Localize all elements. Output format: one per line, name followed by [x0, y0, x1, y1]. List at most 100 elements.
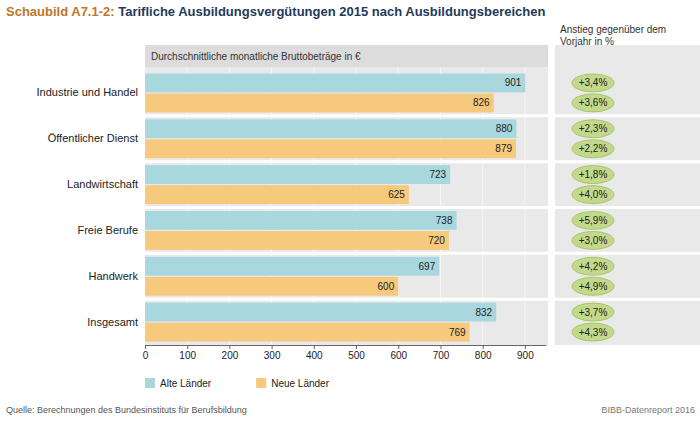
- data-label: 826: [473, 97, 490, 108]
- change-badge: [572, 231, 614, 249]
- data-label: 720: [428, 235, 445, 246]
- group-separator: [145, 298, 548, 301]
- data-label: 832: [476, 307, 493, 318]
- category-tick: Handwerk: [88, 270, 145, 282]
- change-label: +3,0%: [579, 235, 608, 246]
- x-axis: 0100200300400500600700800900: [143, 345, 547, 361]
- bar: [145, 165, 450, 184]
- change-label: +4,0%: [579, 189, 608, 200]
- plot-background: [145, 45, 548, 345]
- change-label: +3,7%: [579, 307, 608, 318]
- data-label: 600: [378, 281, 395, 292]
- legend-swatch: [256, 378, 266, 388]
- source: Quelle: Berechnungen des Bundesinstituts…: [6, 405, 247, 415]
- tick-mark: [314, 345, 315, 349]
- change-badge: [572, 323, 614, 341]
- change-badge: [572, 166, 614, 184]
- x-tick: 300: [264, 345, 281, 361]
- tick-mark: [398, 345, 399, 349]
- bar: [145, 257, 439, 276]
- data-label: 880: [496, 123, 513, 134]
- legend-swatch: [145, 378, 155, 388]
- tick-label: 800: [475, 350, 492, 361]
- data-labels: 901880723738697832826879625720600769: [378, 77, 522, 337]
- change-label: +3,6%: [579, 97, 608, 108]
- change-badge: [572, 303, 614, 321]
- data-label: 697: [419, 261, 436, 272]
- group-separator: [145, 160, 548, 163]
- bar: [145, 323, 470, 342]
- data-label: 769: [449, 327, 466, 338]
- bar: [145, 277, 398, 296]
- data-label: 625: [388, 189, 405, 200]
- tick-mark: [525, 345, 526, 349]
- subtitle: Durchschnittliche monatliche Bruttobeträ…: [151, 51, 361, 62]
- group-separator: [145, 252, 548, 255]
- change-label: +2,3%: [579, 123, 608, 134]
- tick-mark: [187, 345, 188, 349]
- x-tick: 400: [306, 345, 323, 361]
- group-separator: [555, 252, 700, 255]
- change-badge: [572, 94, 614, 112]
- axis-line: [146, 345, 547, 346]
- legend-label: Neue Länder: [271, 378, 329, 389]
- x-tick: 200: [222, 345, 239, 361]
- bar: [145, 139, 516, 158]
- chart: Schaubild A7.1-2: Tarifliche Ausbildungs…: [0, 0, 700, 425]
- bar: [145, 303, 496, 322]
- tick-label: 200: [222, 350, 239, 361]
- grid-line: [524, 67, 525, 345]
- category-label: Öffentlicher Dienst: [48, 132, 138, 144]
- tick-label: 400: [306, 350, 323, 361]
- subtitle-band: [145, 45, 548, 67]
- change-label: +4,2%: [579, 261, 608, 272]
- category-tick: Freie Berufe: [77, 224, 145, 236]
- bar: [145, 73, 525, 92]
- tick-label: 100: [179, 350, 196, 361]
- data-label: 879: [495, 143, 512, 154]
- change-label: +4,9%: [579, 281, 608, 292]
- x-tick: 800: [475, 345, 492, 361]
- group-separator: [555, 298, 700, 301]
- category-label: Insgesamt: [87, 316, 138, 328]
- tick-label: 300: [264, 350, 281, 361]
- category-label: Industrie und Handel: [36, 86, 138, 98]
- group-separator: [145, 114, 548, 117]
- category-tick: Industrie und Handel: [36, 86, 145, 98]
- tick-label: 600: [390, 350, 407, 361]
- x-tick: 0: [143, 345, 149, 361]
- x-tick: 700: [433, 345, 450, 361]
- change-badge: [572, 257, 614, 275]
- bars: [145, 73, 525, 341]
- tick-label: 500: [348, 350, 365, 361]
- change-label: +3,4%: [579, 77, 608, 88]
- change-label: +4,3%: [579, 327, 608, 338]
- change-label: +5,9%: [579, 215, 608, 226]
- tick-mark: [145, 345, 146, 349]
- change-badge: [572, 186, 614, 204]
- category-tick: Öffentlicher Dienst: [48, 132, 145, 144]
- bar: [145, 185, 409, 204]
- category-label: Landwirtschaft: [67, 178, 138, 190]
- x-tick: 100: [179, 345, 196, 361]
- change-badge: [572, 211, 614, 229]
- tick-mark: [440, 345, 441, 349]
- bar: [145, 211, 457, 230]
- group-separator: [555, 114, 700, 117]
- tick-label: 700: [433, 350, 450, 361]
- x-tick: 600: [390, 345, 407, 361]
- change-badge: [572, 277, 614, 295]
- bar: [145, 119, 516, 138]
- group-separator: [145, 206, 548, 209]
- category-label: Freie Berufe: [77, 224, 138, 236]
- change-title: Anstieg gegenüber demVorjahr in %: [560, 24, 666, 47]
- x-tick: 500: [348, 345, 365, 361]
- data-label: 901: [505, 77, 522, 88]
- group-separator: [555, 160, 700, 163]
- tick-mark: [272, 345, 273, 349]
- change-badge: [572, 120, 614, 138]
- change-badge: [572, 74, 614, 92]
- category-tick: Insgesamt: [87, 316, 145, 328]
- bar: [145, 94, 494, 113]
- tick-mark: [229, 345, 230, 349]
